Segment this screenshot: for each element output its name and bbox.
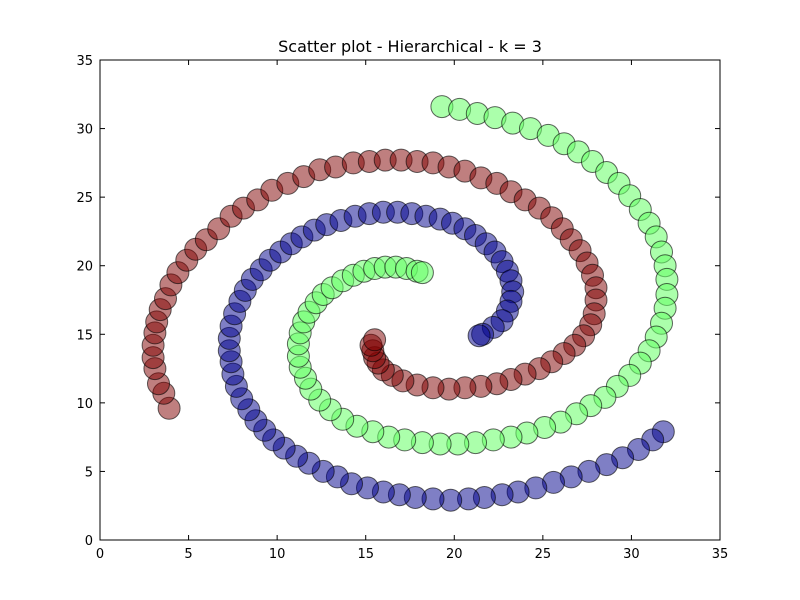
x-tick-label: 10 — [269, 547, 286, 562]
y-tick-label: 25 — [76, 191, 93, 206]
data-point — [363, 328, 387, 352]
ticks-layer: 0 5 10 15 20 25 30 35 0 5 10 15 20 25 30 35 — [76, 54, 728, 562]
series-1 — [217, 200, 675, 512]
x-tick-label: 30 — [623, 547, 640, 562]
x-tick-label: 35 — [712, 547, 729, 562]
series-0 — [141, 148, 608, 420]
x-tick-label: 25 — [535, 547, 552, 562]
y-tick-label: 0 — [85, 534, 93, 549]
data-point — [410, 261, 434, 285]
x-tick-label: 20 — [446, 547, 463, 562]
y-tick-label: 35 — [76, 54, 93, 69]
chart-title: Scatter plot - Hierarchical - k = 3 — [278, 37, 542, 56]
y-tick-label: 20 — [76, 260, 93, 275]
y-tick-label: 30 — [76, 123, 93, 138]
y-tick-label: 15 — [76, 328, 93, 343]
series-2 — [286, 95, 679, 456]
x-tick-label: 0 — [96, 547, 104, 562]
points-layer — [141, 95, 679, 512]
data-point — [467, 324, 491, 348]
plot-frame — [99, 59, 721, 541]
y-tick-label: 5 — [85, 465, 93, 480]
x-tick-label: 5 — [184, 547, 192, 562]
x-tick-label: 15 — [357, 547, 374, 562]
y-tick-label: 10 — [76, 397, 93, 412]
